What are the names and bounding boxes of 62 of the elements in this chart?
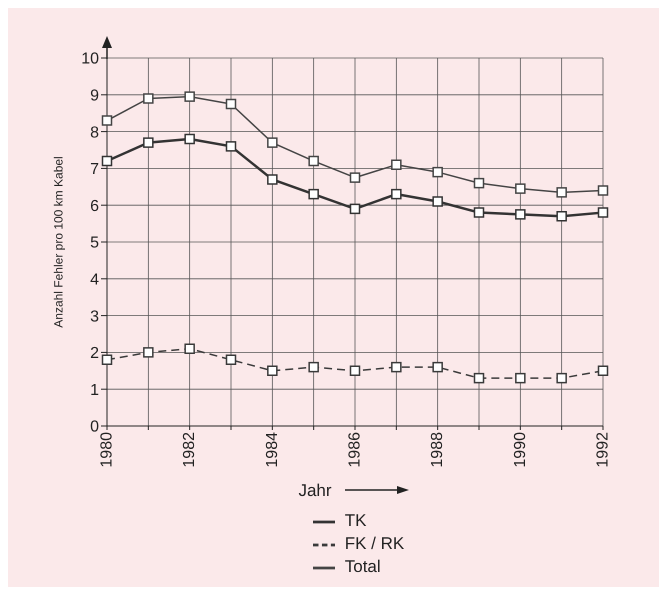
- y-tick-label: 5: [90, 234, 100, 252]
- point: [515, 372, 526, 384]
- x-tick-label: 1982: [181, 432, 198, 468]
- point: [102, 115, 112, 126]
- legend-label: FK / RK: [344, 534, 404, 553]
- y-tick-label: 9: [90, 87, 100, 104]
- y-tick-label: 4: [90, 271, 100, 288]
- x-tick-label: 1988: [429, 432, 446, 468]
- y-tick-label: 1: [90, 382, 100, 399]
- point: [226, 141, 236, 152]
- x-tick-label: 1984: [264, 432, 281, 468]
- point: [598, 207, 608, 218]
- point: [267, 366, 278, 376]
- x-tick-label: 1986: [346, 432, 364, 468]
- y-tick-label: 7: [90, 161, 100, 178]
- point: [350, 204, 360, 214]
- point: [184, 343, 195, 354]
- point: [226, 354, 236, 366]
- point: [432, 362, 443, 372]
- y-tick-label: 10: [81, 50, 100, 68]
- point: [350, 172, 360, 183]
- point: [102, 156, 112, 166]
- point: [184, 91, 195, 102]
- point: [391, 159, 402, 170]
- point: [143, 347, 154, 358]
- point: [184, 134, 195, 144]
- x-tick-label: 1980: [98, 432, 116, 468]
- point: [474, 207, 484, 218]
- point: [143, 93, 154, 104]
- point: [515, 183, 526, 194]
- point: [267, 174, 278, 185]
- point: [308, 188, 319, 200]
- point: [308, 156, 319, 166]
- y-tick-label: 3: [90, 308, 100, 326]
- point: [556, 187, 567, 198]
- point: [226, 98, 236, 110]
- x-tick-label: 1990: [512, 432, 529, 468]
- point: [556, 372, 567, 384]
- point: [432, 166, 443, 178]
- y-tick-label: 0: [90, 418, 100, 436]
- point: [267, 137, 278, 148]
- legend-label: Total: [344, 557, 381, 576]
- point: [598, 366, 608, 376]
- x-tick-label: 1992: [594, 432, 612, 468]
- y-tick-label: 2: [90, 345, 100, 362]
- point: [432, 196, 443, 207]
- point: [474, 372, 484, 384]
- legend-label: TK: [344, 511, 366, 530]
- point: [143, 137, 154, 148]
- point: [391, 362, 402, 372]
- point: [102, 354, 112, 366]
- y-tick-label: 6: [90, 198, 100, 215]
- point: [556, 210, 567, 222]
- y-tick-label: 8: [90, 124, 100, 142]
- point: [474, 178, 484, 188]
- point: [350, 366, 360, 376]
- point: [515, 209, 526, 220]
- y-axis-title: Anzahl Fehler pro 100 km Kabel: [51, 156, 66, 328]
- point: [598, 185, 608, 196]
- point: [391, 188, 402, 200]
- point: [308, 362, 319, 372]
- x-axis-title: Jahr: [298, 481, 332, 500]
